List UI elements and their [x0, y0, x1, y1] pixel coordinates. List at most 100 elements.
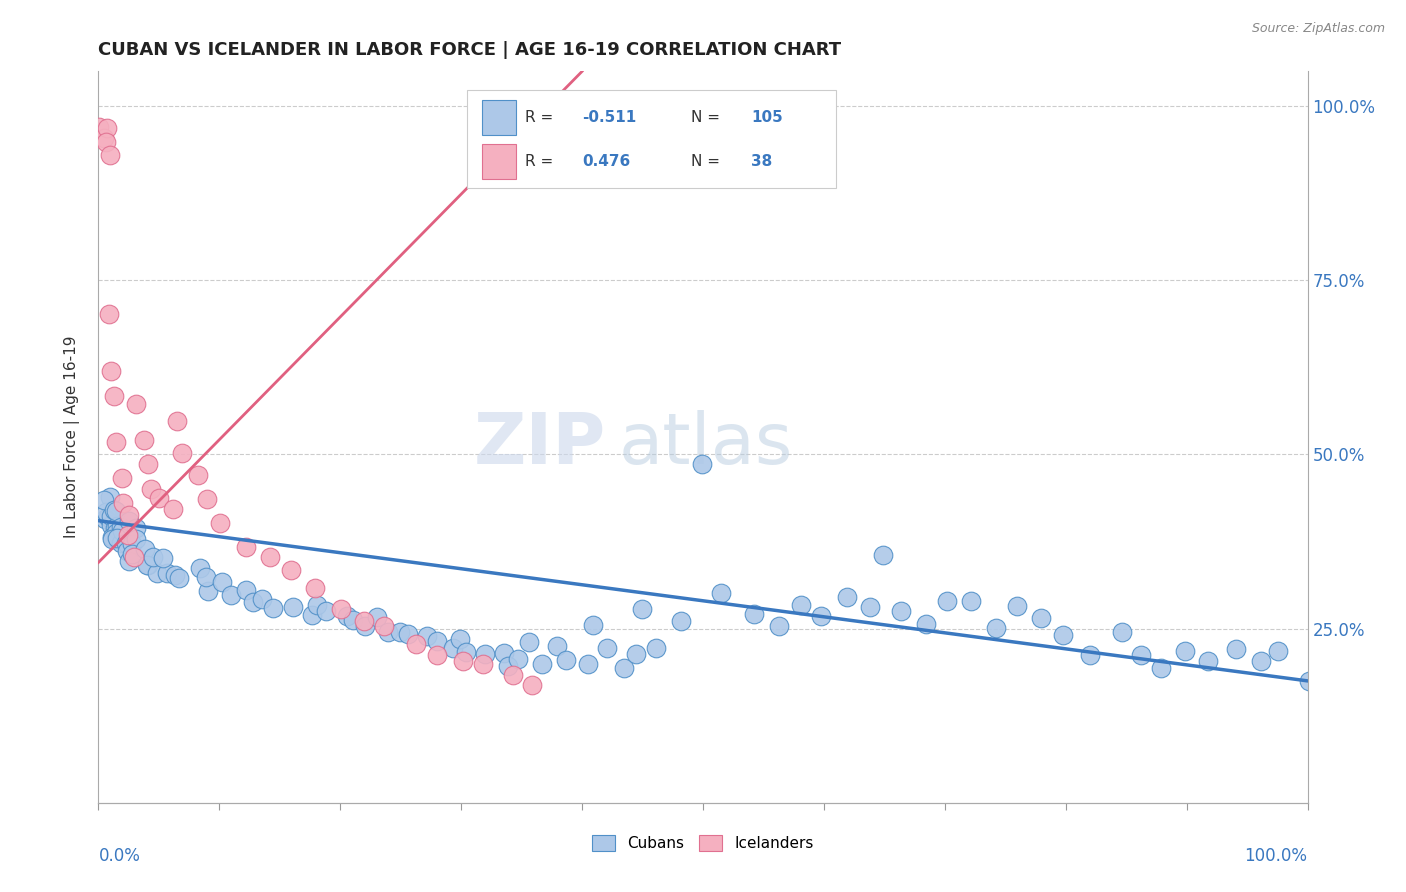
Point	[304, 582, 326, 596]
Point	[329, 602, 352, 616]
Point	[1111, 625, 1133, 640]
Point	[93, 131, 115, 145]
Point	[315, 604, 337, 618]
Point	[209, 516, 232, 530]
Point	[135, 558, 157, 573]
Point	[790, 598, 813, 612]
Point	[163, 568, 186, 582]
Point	[93, 492, 115, 507]
Point	[768, 619, 790, 633]
Point	[195, 570, 218, 584]
FancyBboxPatch shape	[482, 100, 516, 135]
Point	[451, 655, 474, 669]
Legend: Cubans, Icelanders: Cubans, Icelanders	[586, 830, 820, 857]
Text: N =: N =	[690, 153, 724, 169]
Point	[644, 641, 666, 656]
Point	[1174, 644, 1197, 658]
Point	[138, 458, 160, 472]
Point	[104, 521, 127, 535]
Point	[118, 508, 141, 523]
Point	[388, 624, 411, 639]
Point	[1250, 654, 1272, 668]
Point	[100, 509, 122, 524]
Point	[122, 549, 145, 564]
Text: atlas: atlas	[619, 410, 793, 479]
Point	[103, 389, 125, 403]
Point	[111, 524, 134, 538]
Point	[426, 633, 449, 648]
Point	[405, 637, 427, 651]
Point	[96, 120, 118, 135]
Text: 38: 38	[751, 153, 773, 169]
Point	[136, 558, 159, 573]
Point	[366, 610, 388, 624]
Point	[582, 618, 605, 632]
FancyBboxPatch shape	[482, 144, 516, 179]
Point	[105, 518, 128, 533]
Point	[859, 599, 882, 614]
Point	[872, 548, 894, 562]
Point	[114, 536, 136, 550]
Point	[96, 135, 118, 149]
Point	[110, 471, 132, 485]
Point	[449, 632, 471, 646]
Point	[94, 512, 117, 526]
Point	[170, 446, 193, 460]
Point	[219, 588, 242, 602]
Point	[377, 625, 399, 640]
Text: ZIP: ZIP	[474, 410, 606, 479]
Text: 0.476: 0.476	[582, 153, 630, 169]
Point	[554, 653, 576, 667]
Point	[134, 433, 156, 447]
Point	[104, 504, 127, 518]
Point	[121, 537, 143, 551]
Point	[98, 490, 121, 504]
Point	[105, 532, 128, 546]
Point	[235, 582, 257, 597]
Point	[546, 639, 568, 653]
Point	[89, 120, 111, 135]
Point	[142, 549, 165, 564]
Point	[117, 543, 139, 558]
Text: CUBAN VS ICELANDER IN LABOR FORCE | AGE 16-19 CORRELATION CHART: CUBAN VS ICELANDER IN LABOR FORCE | AGE …	[98, 41, 842, 59]
Point	[624, 647, 647, 661]
Point	[283, 600, 305, 615]
Text: 0.0%: 0.0%	[98, 847, 141, 864]
Point	[100, 148, 122, 162]
Point	[530, 657, 553, 671]
Point	[125, 521, 148, 535]
Point	[280, 563, 302, 577]
Point	[519, 635, 541, 649]
Point	[415, 629, 437, 643]
Point	[117, 515, 139, 529]
Point	[1225, 641, 1247, 656]
Point	[1130, 648, 1153, 662]
Text: 100.0%: 100.0%	[1244, 847, 1308, 864]
Text: -0.511: -0.511	[582, 110, 637, 125]
Text: Source: ZipAtlas.com: Source: ZipAtlas.com	[1251, 22, 1385, 36]
Point	[1197, 654, 1219, 668]
Point	[441, 640, 464, 655]
Point	[118, 554, 141, 568]
Point	[101, 531, 124, 545]
Point	[148, 491, 170, 505]
Point	[810, 608, 832, 623]
Point	[121, 547, 143, 561]
Point	[145, 566, 167, 580]
Point	[915, 617, 938, 632]
Point	[301, 608, 323, 623]
Point	[105, 522, 128, 536]
Point	[837, 590, 859, 604]
Point	[117, 527, 139, 541]
Point	[100, 364, 122, 378]
Point	[456, 645, 478, 659]
Point	[98, 307, 121, 321]
Point	[1031, 611, 1053, 625]
Point	[471, 657, 494, 672]
Point	[692, 457, 714, 471]
Point	[1052, 628, 1074, 642]
Point	[1078, 648, 1101, 663]
Point	[197, 583, 219, 598]
Point	[250, 592, 273, 607]
Point	[103, 503, 125, 517]
